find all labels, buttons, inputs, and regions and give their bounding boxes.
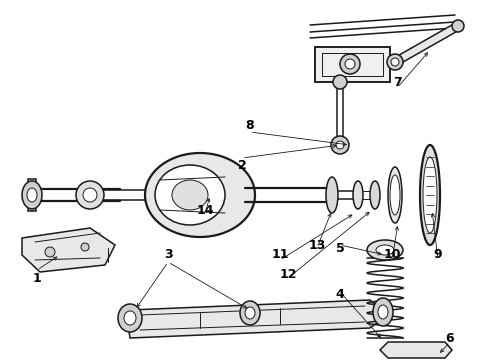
- Ellipse shape: [81, 243, 89, 251]
- Ellipse shape: [452, 20, 464, 32]
- Ellipse shape: [27, 188, 37, 202]
- Ellipse shape: [370, 181, 380, 209]
- Ellipse shape: [83, 188, 97, 202]
- Ellipse shape: [331, 136, 349, 154]
- Text: 4: 4: [336, 288, 344, 302]
- Polygon shape: [128, 300, 388, 338]
- Ellipse shape: [345, 59, 355, 69]
- Text: 7: 7: [392, 76, 401, 89]
- Text: 1: 1: [33, 271, 41, 284]
- Ellipse shape: [124, 311, 136, 325]
- Ellipse shape: [22, 181, 42, 209]
- Ellipse shape: [420, 145, 440, 245]
- Ellipse shape: [388, 167, 402, 223]
- Ellipse shape: [76, 181, 104, 209]
- Text: 2: 2: [238, 158, 246, 171]
- Ellipse shape: [353, 181, 363, 209]
- Polygon shape: [28, 179, 36, 211]
- Ellipse shape: [118, 304, 142, 332]
- Ellipse shape: [245, 307, 255, 319]
- Ellipse shape: [376, 245, 394, 255]
- Text: 13: 13: [308, 239, 326, 252]
- Ellipse shape: [373, 298, 393, 326]
- Ellipse shape: [172, 180, 208, 210]
- Ellipse shape: [336, 141, 344, 149]
- Ellipse shape: [423, 157, 437, 233]
- Polygon shape: [393, 22, 462, 66]
- Ellipse shape: [326, 177, 338, 213]
- Ellipse shape: [387, 54, 403, 70]
- Ellipse shape: [367, 240, 403, 260]
- Polygon shape: [380, 342, 452, 358]
- Text: 5: 5: [336, 242, 344, 255]
- Text: 9: 9: [434, 248, 442, 261]
- Polygon shape: [315, 47, 390, 82]
- Polygon shape: [22, 228, 115, 272]
- Ellipse shape: [240, 301, 260, 325]
- Ellipse shape: [155, 165, 225, 225]
- Ellipse shape: [145, 153, 255, 237]
- Ellipse shape: [45, 247, 55, 257]
- Text: 3: 3: [164, 248, 172, 261]
- Text: 6: 6: [446, 332, 454, 345]
- Text: 14: 14: [196, 203, 214, 216]
- Ellipse shape: [390, 175, 400, 215]
- Ellipse shape: [340, 54, 360, 74]
- Text: 11: 11: [271, 248, 289, 261]
- Ellipse shape: [333, 75, 347, 89]
- Text: 12: 12: [279, 269, 297, 282]
- Ellipse shape: [378, 305, 388, 319]
- Text: 8: 8: [245, 118, 254, 131]
- Text: 10: 10: [383, 248, 401, 261]
- Ellipse shape: [391, 58, 399, 66]
